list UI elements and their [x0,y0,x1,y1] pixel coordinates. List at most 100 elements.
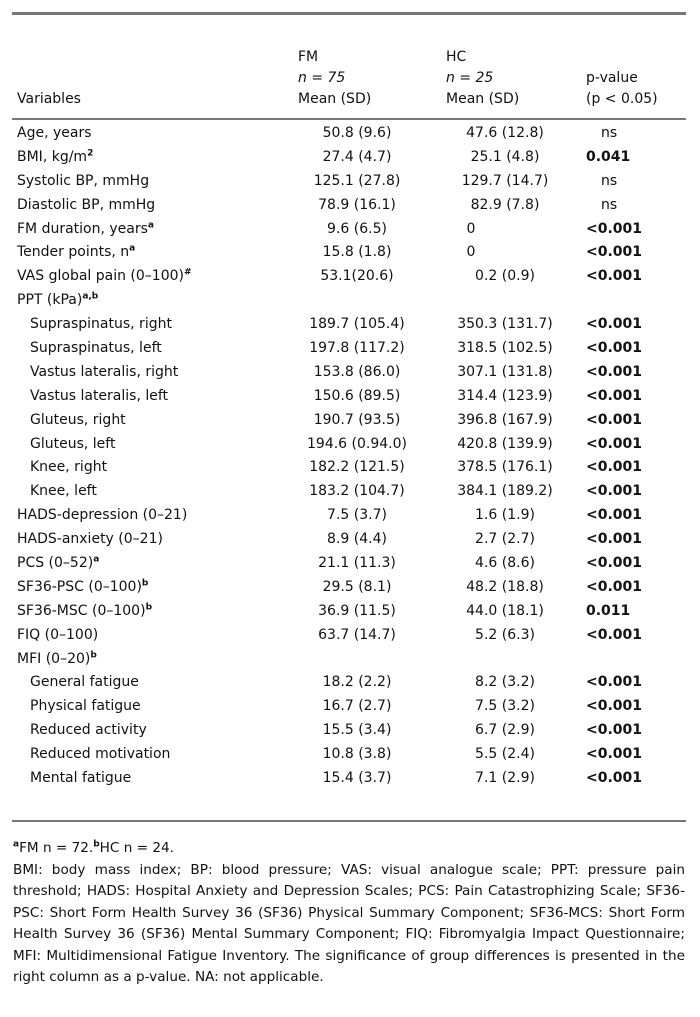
row-label: HADS-anxiety (0–21) [17,528,163,552]
row-label-superscript: b [141,578,149,589]
fm-value: 29.5 (8.1) [322,578,392,595]
row-label-text: HADS-anxiety (0–21) [17,531,163,548]
row-label: PPT (kPa)a,b [17,289,98,313]
row-label-text: Physical fatigue [30,698,141,715]
row-label-text: Mental fatigue [30,770,132,787]
row-label-text: Diastolic BP, mmHg [17,196,156,213]
table-row: HADS-anxiety (0–21) 8.9 (4.4) 2.7 (2.7) <0.… [0,528,700,552]
row-label-text: MFI (0–20) [17,650,91,667]
p-value: <0.001 [586,340,643,357]
hc-value: 7.5 (3.2) [475,698,535,715]
hc-value: 307.1 (131.8) [457,363,553,380]
row-label: Physical fatigue [30,695,141,719]
footnote-a: FM n = 72. [19,840,94,856]
table-row: Vastus lateralis, right 153.8 (86.0) 307.1… [0,361,700,385]
hc-value: 129.7 (14.7) [461,172,549,189]
hc-value: 5.2 (6.3) [475,626,535,643]
fm-value: 125.1 (27.8) [313,172,401,189]
footnotes: aFM n = 72.bHC n = 24. [13,838,685,860]
row-label: Vastus lateralis, right [30,361,178,385]
hc-value: 318.5 (102.5) [457,340,553,357]
table-row: VAS global pain (0–100)# 53.1(20.6) 0.2 (0… [0,265,700,289]
row-label-text: VAS global pain (0–100) [17,268,184,285]
header-fm-group: FM [298,49,319,65]
row-label-text: Supraspinatus, right [30,316,172,333]
hc-value: 8.2 (3.2) [475,674,535,691]
row-label: VAS global pain (0–100)# [17,265,192,289]
table-row: PPT (kPa)a,b [0,289,700,313]
row-label: BMI, kg/m2 [17,146,93,170]
top-rule [12,12,686,15]
row-label: Tender points, na [17,241,135,265]
row-label-text: Gluteus, right [30,411,126,428]
row-label-text: Tender points, n [17,244,130,261]
row-label-superscript: a [129,243,136,254]
p-value: <0.001 [586,578,643,595]
row-label: SF36-PSC (0–100)b [17,576,148,600]
hc-value: 420.8 (139.9) [457,435,553,452]
row-label: Reduced motivation [30,743,170,767]
row-label-superscript: a [93,554,100,565]
hc-value: 5.5 (2.4) [475,746,535,763]
fm-value: 27.4 (4.7) [322,148,392,165]
row-label: Knee, left [30,480,97,504]
hc-value: 4.6 (8.6) [475,555,535,572]
p-value: ns [601,125,618,141]
row-label: FIQ (0–100) [17,624,98,648]
fm-value: 153.8 (86.0) [313,363,401,380]
row-label-text: Gluteus, left [30,435,116,452]
row-label-text: Vastus lateralis, left [30,387,169,404]
hc-value: 0 [466,244,476,261]
fm-value: 18.2 (2.2) [322,674,392,691]
header-hc-stat: Mean (SD) [446,91,520,107]
table-row: HADS-depression (0–21) 7.5 (3.7) 1.6 (1.9)… [0,504,700,528]
header-rule [12,118,686,120]
row-label-text: PPT (kPa) [17,292,83,309]
header-p: p-value (p < 0.05) [586,68,658,110]
table-row: SF36-MSC (0–100)b 36.9 (11.5) 44.0 (18.1) 0… [0,600,700,624]
hc-value: 2.7 (2.7) [475,531,535,548]
table-row: Age, years 50.8 (9.6) 47.6 (12.8) ns [0,122,700,146]
hc-value: 82.9 (7.8) [470,196,540,213]
p-value: <0.001 [586,387,643,404]
footnote-a-mark: a [13,839,20,850]
p-value: <0.001 [586,268,643,285]
row-label-text: Reduced motivation [30,746,171,763]
fm-value: 189.7 (105.4) [309,316,405,333]
hc-value: 0 [466,220,476,237]
row-label-text: Systolic BP, mmHg [17,172,150,189]
p-value: <0.001 [586,483,643,500]
table-notes: aFM n = 72.bHC n = 24. BMI: body mass in… [13,838,685,989]
row-label-text: BMI, kg/m [17,148,88,165]
p-value: <0.001 [586,626,643,643]
header-variables: Variables [17,91,81,107]
row-label: Diastolic BP, mmHg [17,194,155,218]
row-label-text: Knee, left [30,483,97,500]
table-row: MFI (0–20)b [0,648,700,672]
row-label-text: General fatigue [30,674,139,691]
fm-value: 183.2 (104.7) [309,483,405,500]
fm-value: 78.9 (16.1) [318,196,396,213]
p-value: 0.041 [586,148,631,165]
fm-value: 7.5 (3.7) [327,507,387,524]
table-row: Mental fatigue 15.4 (3.7) 7.1 (2.9) <0.001 [0,767,700,791]
p-value: <0.001 [586,555,643,572]
table-row: Reduced activity 15.5 (3.4) 6.7 (2.9) <0.00… [0,719,700,743]
row-label: Gluteus, right [30,409,126,433]
table-row: Diastolic BP, mmHg 78.9 (16.1) 82.9 (7.8) n… [0,194,700,218]
fm-value: 50.8 (9.6) [322,125,392,141]
p-value: <0.001 [586,244,643,261]
row-label: Reduced activity [30,719,147,743]
hc-value: 44.0 (18.1) [466,602,544,619]
row-label: Mental fatigue [30,767,131,791]
footnote-b-mark: b [93,839,100,850]
p-value: <0.001 [586,531,643,548]
fm-value: 15.5 (3.4) [322,722,392,739]
row-label-text: Age, years [17,125,92,141]
row-label-superscript: # [183,267,192,278]
row-label-text: PCS (0–52) [17,555,94,572]
p-value: <0.001 [586,746,643,763]
row-label: Supraspinatus, left [30,337,162,361]
hc-value: 0.2 (0.9) [475,268,535,285]
row-label-superscript: b [90,649,97,660]
